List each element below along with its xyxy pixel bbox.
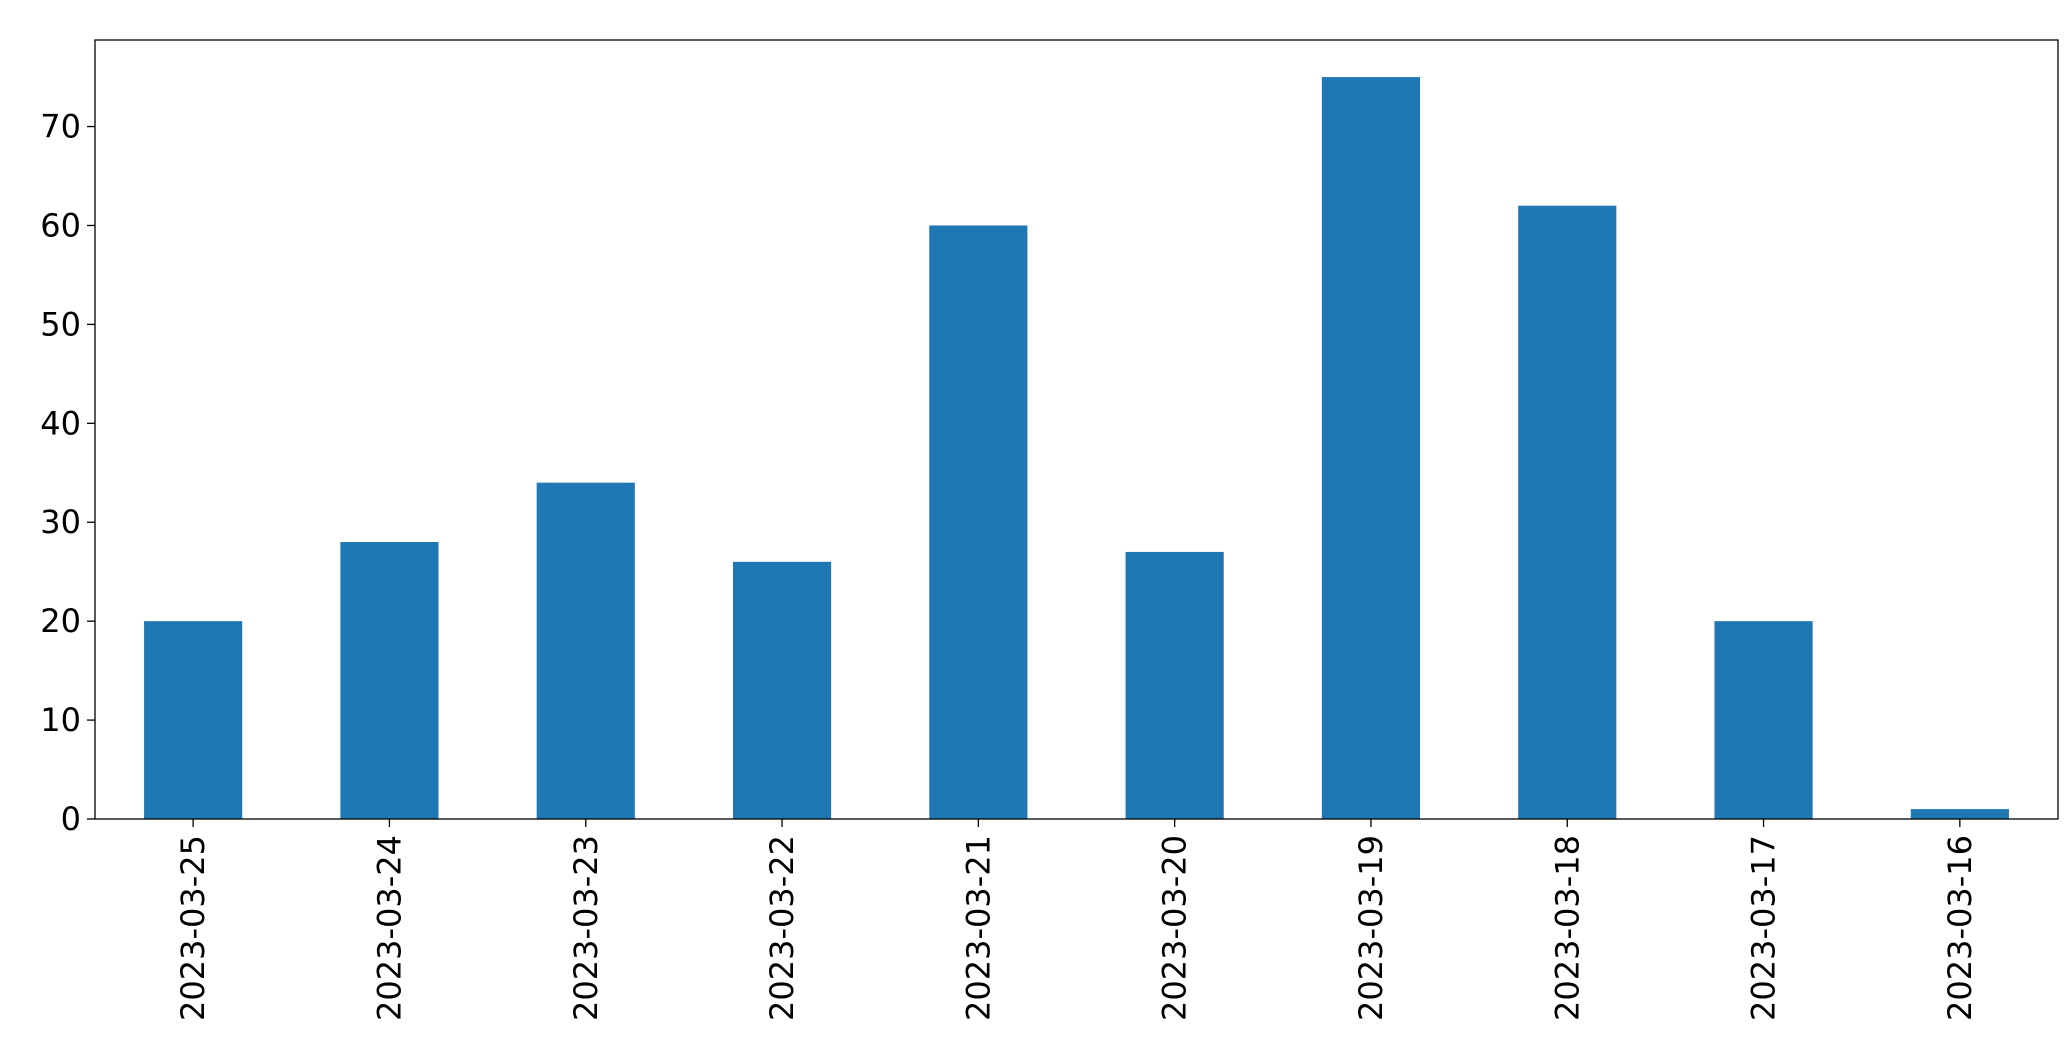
y-tick-label: 40	[40, 404, 81, 442]
y-tick-label: 60	[40, 206, 81, 244]
x-tick-label: 2023-03-21	[959, 835, 997, 1021]
x-tick-label: 2023-03-16	[1941, 835, 1979, 1021]
bar	[1518, 205, 1617, 819]
y-tick-label: 70	[40, 108, 81, 146]
x-tick-label: 2023-03-18	[1548, 835, 1586, 1021]
x-tick-label: 2023-03-19	[1352, 835, 1390, 1021]
bar	[1714, 621, 1813, 819]
x-tick-label: 2023-03-17	[1745, 835, 1783, 1021]
bar	[340, 542, 439, 819]
x-tick-label: 2023-03-25	[174, 835, 212, 1021]
axes-frame	[94, 39, 2059, 820]
y-tick-label: 20	[40, 602, 81, 640]
bar	[732, 561, 832, 819]
bar	[929, 225, 1028, 819]
bar	[144, 621, 243, 819]
y-tick-label: 50	[40, 305, 81, 343]
x-tick-label: 2023-03-22	[763, 835, 801, 1021]
bar	[1321, 77, 1421, 820]
y-tick-label: 30	[40, 503, 81, 541]
y-tick-label: 0	[61, 800, 81, 838]
bar	[1125, 551, 1224, 819]
bar	[536, 482, 635, 819]
x-tick-label: 2023-03-24	[370, 835, 408, 1021]
y-tick-label: 10	[40, 701, 81, 739]
bar	[1910, 809, 2009, 819]
x-tick-label: 2023-03-23	[567, 835, 605, 1021]
x-tick-label: 2023-03-20	[1156, 835, 1194, 1021]
